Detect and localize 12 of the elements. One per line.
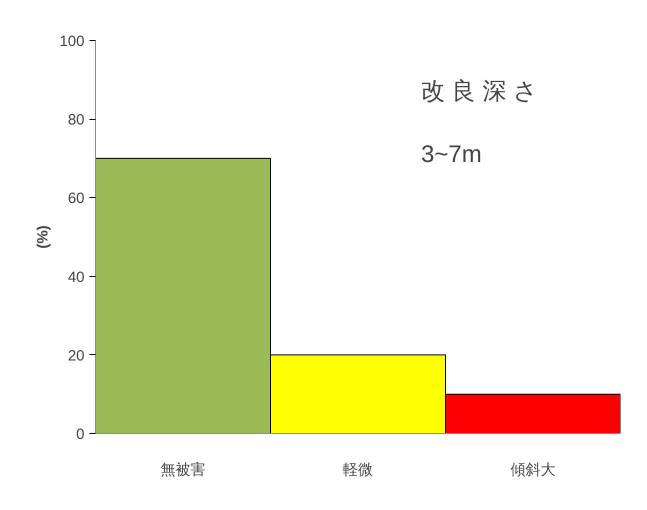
y-tick-label: 40 (68, 268, 85, 286)
x-tick-label: 傾斜大 (510, 462, 556, 478)
y-tick-label: 80 (68, 112, 85, 129)
x-tick-label: 無被害 (160, 462, 206, 478)
annotation: 3~7m (421, 140, 482, 168)
y-tick-label: 100 (59, 33, 85, 50)
y-tick-label: 20 (68, 347, 85, 364)
y-axis-title: (%) (34, 225, 52, 249)
x-tick-label: 軽微 (343, 462, 373, 478)
y-tick-label: 60 (68, 190, 85, 208)
annotation: 改 良 深 さ (421, 78, 538, 106)
y-tick-label: 0 (76, 426, 84, 443)
